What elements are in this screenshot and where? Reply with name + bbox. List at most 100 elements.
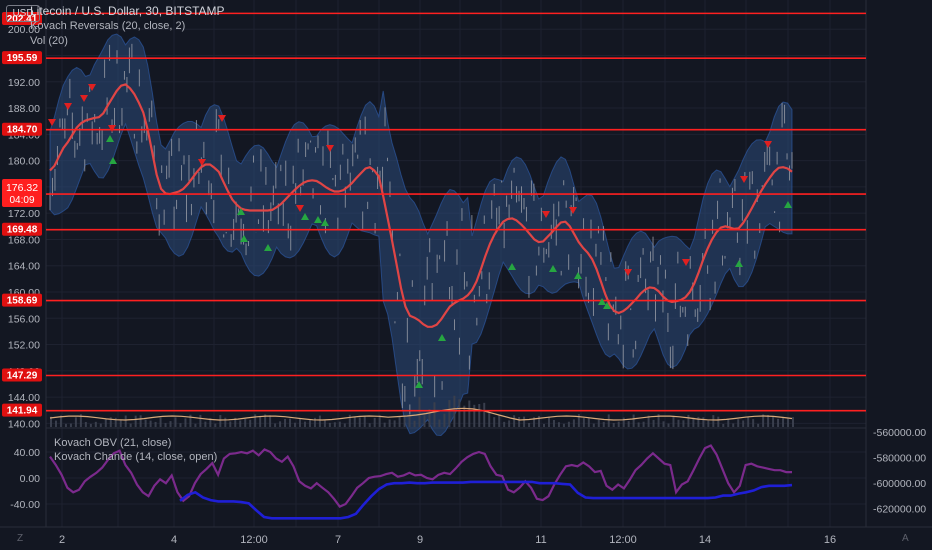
volume-bar xyxy=(184,418,187,427)
volume-bar xyxy=(244,418,247,427)
volume-bar xyxy=(194,423,197,427)
volume-bar xyxy=(318,415,321,427)
volume-bar xyxy=(627,421,630,427)
volume-bar xyxy=(567,421,570,427)
indicator-volume[interactable]: Vol (20) xyxy=(30,35,68,47)
volume-bar xyxy=(752,419,755,427)
level-badge-label: 169.48 xyxy=(7,225,38,236)
volume-bar xyxy=(239,420,242,427)
osc-tick-label: 0.00 xyxy=(20,473,41,485)
volume-bar xyxy=(209,417,212,427)
x-tick-label: 4 xyxy=(171,534,177,546)
buy-arrow xyxy=(106,135,114,142)
volume-bar xyxy=(438,419,441,427)
sell-arrow xyxy=(624,269,632,276)
volume-bar xyxy=(687,414,690,427)
volume-bar xyxy=(84,421,87,427)
sell-arrow xyxy=(682,259,690,266)
volume-bar xyxy=(493,417,496,427)
scale-z-button[interactable]: Z xyxy=(17,533,24,544)
buy-arrow xyxy=(301,213,309,220)
volume-bar xyxy=(358,417,361,427)
x-tick-label: 16 xyxy=(824,534,836,546)
volume-bar xyxy=(313,417,316,427)
volume-bar xyxy=(289,418,292,427)
volume-bar xyxy=(333,422,336,427)
volume-bar xyxy=(433,402,436,427)
oscillator-pane[interactable] xyxy=(49,444,793,520)
obv-line xyxy=(179,480,793,520)
right-tick-label: -560000.00 xyxy=(873,427,926,439)
x-tick-label: 2 xyxy=(59,534,65,546)
buy-arrow xyxy=(603,302,611,309)
volume-bar xyxy=(617,421,620,427)
volume-bar xyxy=(632,414,635,427)
indicator-kovach-reversals[interactable]: Kovach Reversals (20, close, 2) xyxy=(30,20,186,32)
level-lines xyxy=(46,12,866,412)
volume-bar xyxy=(582,418,585,427)
volume-bar xyxy=(448,400,451,427)
auto-scale-button[interactable]: A xyxy=(902,533,909,544)
level-badge xyxy=(2,122,42,136)
volume-bar xyxy=(408,414,411,427)
volume-bar xyxy=(264,414,267,427)
sell-arrow xyxy=(80,95,88,102)
volume-bar xyxy=(652,419,655,427)
buy-arrow xyxy=(508,263,516,270)
volume-bar xyxy=(249,419,252,427)
volume-bar xyxy=(697,416,700,427)
volume-ma-line xyxy=(49,407,793,421)
volume-bar xyxy=(483,402,486,427)
volume-bar xyxy=(552,419,555,427)
volume-bar xyxy=(393,420,396,427)
volume-bar xyxy=(109,417,112,427)
x-tick-label: 12:00 xyxy=(240,534,268,546)
volume-bar xyxy=(144,419,147,427)
volume-bar xyxy=(189,414,192,427)
volume-bar xyxy=(139,415,142,427)
currency-button[interactable]: USD xyxy=(6,5,40,22)
volume-bar xyxy=(129,423,132,427)
volume-bar xyxy=(164,423,167,427)
right-tick-label: -600000.00 xyxy=(873,478,926,490)
volume-bar xyxy=(214,423,217,427)
y-tick-label: 192.00 xyxy=(8,77,40,89)
sell-arrow xyxy=(48,119,56,126)
y-tick-label: 144.00 xyxy=(8,392,40,404)
volume-bar xyxy=(328,422,331,427)
countdown-label: 04:09 xyxy=(9,195,34,206)
volume-bar xyxy=(413,420,416,427)
volume-bar xyxy=(428,409,431,427)
volume-bar xyxy=(488,412,491,427)
x-tick-label: 7 xyxy=(335,534,341,546)
volume-bar xyxy=(607,414,610,427)
sell-arrow xyxy=(569,207,577,214)
indicator-kovach-chande[interactable]: Kovach Chande (14, close, open) xyxy=(54,451,218,463)
buy-arrow xyxy=(438,334,446,341)
volume-bar xyxy=(538,415,541,427)
indicator-kovach-obv[interactable]: Kovach OBV (21, close) xyxy=(54,437,172,449)
buy-arrow xyxy=(598,298,606,305)
volume-bar xyxy=(348,414,351,427)
buy-arrow xyxy=(549,265,557,272)
volume-bar xyxy=(388,419,391,427)
right-tick-label: -580000.00 xyxy=(873,453,926,465)
buy-arrow xyxy=(735,260,743,267)
volume-bar xyxy=(557,422,560,427)
volume-bar xyxy=(219,415,222,427)
volume-bar xyxy=(159,417,162,427)
level-badge xyxy=(2,222,42,236)
volume-bar xyxy=(767,414,770,427)
buy-arrow xyxy=(415,381,423,388)
buy-arrow xyxy=(264,244,272,251)
volume-bar xyxy=(54,420,57,427)
volume-bar xyxy=(518,416,521,427)
y-tick-label: 172.00 xyxy=(8,208,40,220)
volume-bar xyxy=(722,423,725,427)
volume-bar xyxy=(204,421,207,427)
volume-bar xyxy=(572,419,575,427)
volume-bar xyxy=(94,421,97,427)
volume-bar xyxy=(677,419,680,427)
last-price-badge xyxy=(2,179,42,207)
